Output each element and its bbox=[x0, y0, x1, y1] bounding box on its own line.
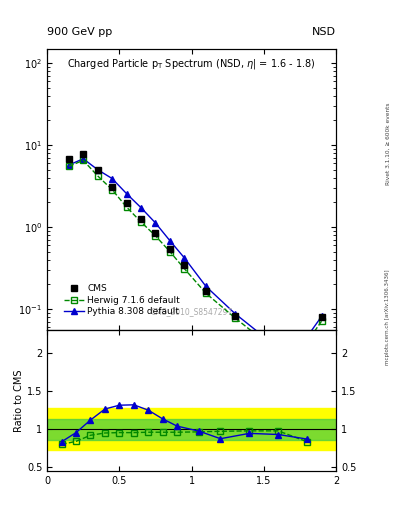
Bar bbox=[47, 408, 192, 451]
Pythia 8.308 default bbox=[233, 310, 237, 316]
Line: CMS: CMS bbox=[66, 151, 325, 366]
Pythia 8.308 default bbox=[290, 354, 295, 360]
Bar bbox=[250, 408, 336, 451]
Herwig 7.1.6 default bbox=[81, 157, 86, 163]
CMS bbox=[182, 262, 187, 268]
Pythia 8.308 default bbox=[66, 162, 71, 168]
Bar bbox=[47, 418, 336, 440]
CMS bbox=[261, 336, 266, 342]
Herwig 7.1.6 default bbox=[204, 290, 208, 296]
CMS bbox=[139, 216, 143, 222]
Pythia 8.308 default bbox=[204, 284, 208, 290]
Herwig 7.1.6 default bbox=[66, 163, 71, 169]
Pythia 8.308 default bbox=[261, 333, 266, 339]
Herwig 7.1.6 default bbox=[95, 173, 100, 179]
Text: Rivet 3.1.10, ≥ 600k events: Rivet 3.1.10, ≥ 600k events bbox=[386, 102, 390, 185]
Pythia 8.308 default bbox=[139, 205, 143, 211]
Line: Pythia 8.308 default: Pythia 8.308 default bbox=[66, 156, 325, 360]
Pythia 8.308 default bbox=[167, 238, 172, 244]
CMS bbox=[204, 288, 208, 294]
Herwig 7.1.6 default bbox=[319, 318, 324, 324]
CMS bbox=[110, 184, 114, 190]
CMS bbox=[124, 200, 129, 206]
Text: CMS_2010_S8547297: CMS_2010_S8547297 bbox=[151, 307, 233, 316]
Herwig 7.1.6 default bbox=[139, 219, 143, 225]
CMS bbox=[167, 246, 172, 252]
Legend: CMS, Herwig 7.1.6 default, Pythia 8.308 default: CMS, Herwig 7.1.6 default, Pythia 8.308 … bbox=[61, 281, 184, 320]
Herwig 7.1.6 default bbox=[167, 249, 172, 255]
CMS bbox=[95, 166, 100, 173]
Pythia 8.308 default bbox=[95, 166, 100, 173]
Pythia 8.308 default bbox=[319, 313, 324, 319]
Herwig 7.1.6 default bbox=[124, 204, 129, 210]
Herwig 7.1.6 default bbox=[233, 315, 237, 321]
CMS bbox=[66, 156, 71, 162]
Pythia 8.308 default bbox=[182, 255, 187, 261]
Pythia 8.308 default bbox=[153, 220, 158, 226]
Text: mcplots.cern.ch [arXiv:1306.3436]: mcplots.cern.ch [arXiv:1306.3436] bbox=[386, 270, 390, 365]
CMS bbox=[81, 151, 86, 157]
Herwig 7.1.6 default bbox=[110, 187, 114, 193]
CMS bbox=[233, 313, 237, 319]
Line: Herwig 7.1.6 default: Herwig 7.1.6 default bbox=[66, 157, 325, 366]
CMS bbox=[319, 314, 324, 320]
Pythia 8.308 default bbox=[124, 190, 129, 197]
CMS bbox=[153, 230, 158, 236]
Pythia 8.308 default bbox=[110, 176, 114, 182]
Y-axis label: Ratio to CMS: Ratio to CMS bbox=[14, 369, 24, 432]
CMS bbox=[290, 360, 295, 366]
Herwig 7.1.6 default bbox=[290, 360, 295, 366]
Herwig 7.1.6 default bbox=[182, 266, 187, 272]
Herwig 7.1.6 default bbox=[261, 337, 266, 344]
Text: NSD: NSD bbox=[312, 27, 336, 37]
Text: Charged Particle $\mathrm{p_T}$ Spectrum (NSD, $\eta$| = 1.6 - 1.8): Charged Particle $\mathrm{p_T}$ Spectrum… bbox=[67, 57, 316, 71]
Pythia 8.308 default bbox=[81, 156, 86, 162]
Bar bbox=[192, 408, 250, 451]
Text: 900 GeV pp: 900 GeV pp bbox=[47, 27, 112, 37]
Herwig 7.1.6 default bbox=[153, 233, 158, 239]
